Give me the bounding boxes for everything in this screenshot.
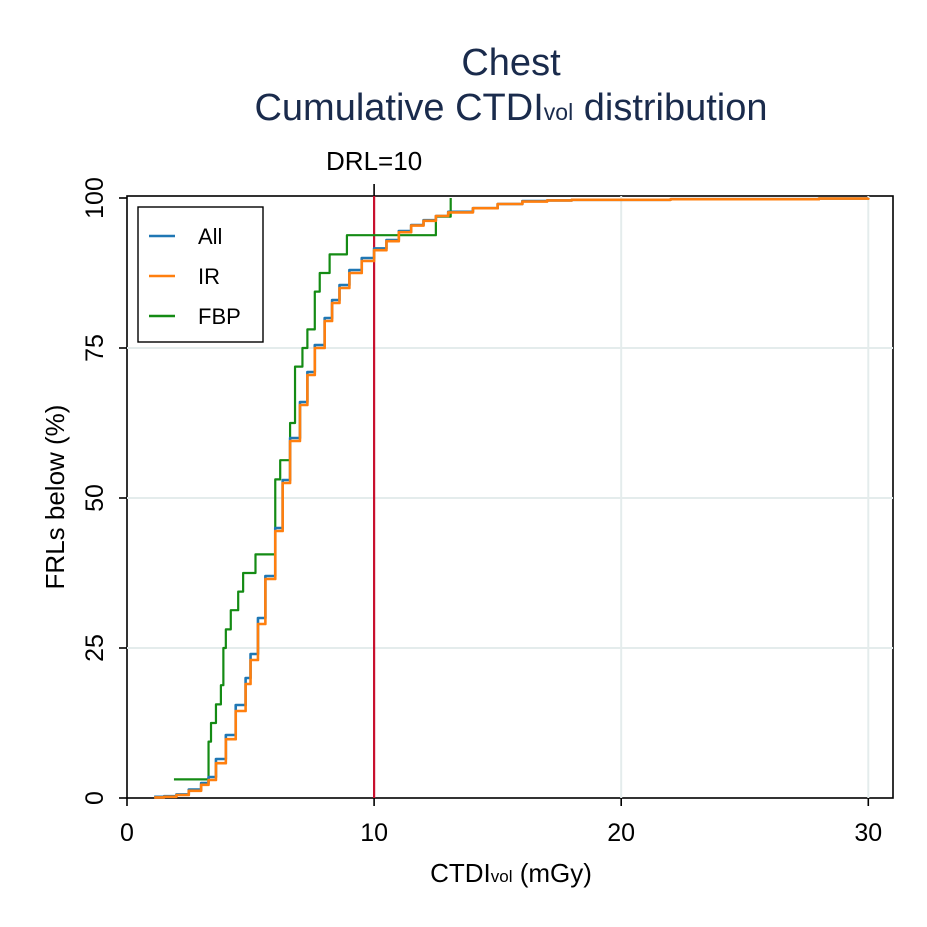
series-line-fbp [173,198,452,781]
y-tick-label: 75 [81,334,109,362]
legend: All IR FBP [137,206,264,343]
chart-title: Chest [461,42,561,84]
series-line-ir [154,197,870,799]
series [154,197,870,799]
x-tick-label: 0 [120,819,134,847]
y-tick-label: 0 [81,791,109,805]
x-tick-label: 10 [360,819,388,847]
chart-subtitle: Cumulative CTDIvol distribution [254,87,767,129]
legend-label-all: All [198,224,222,249]
y-axis-label: FRLs below (%) [40,405,70,590]
y-tick-label: 100 [81,177,109,219]
legend-items: All IR FBP [149,224,241,329]
x-axis-label: CTDIvol (mGy) [430,858,592,888]
y-tick-label: 25 [81,634,109,662]
y-tick-label: 50 [81,484,109,512]
legend-label-fbp: FBP [198,304,241,329]
x-tick-label: 30 [854,819,882,847]
x-tick-label: 20 [607,819,635,847]
drl-label: DRL=10 [326,146,422,176]
legend-label-ir: IR [198,264,220,289]
legend-box [137,206,264,343]
drl-reference: DRL=10 [326,146,422,798]
axis-ticks: 0 25 50 75 100 0 10 20 30 [81,177,882,847]
